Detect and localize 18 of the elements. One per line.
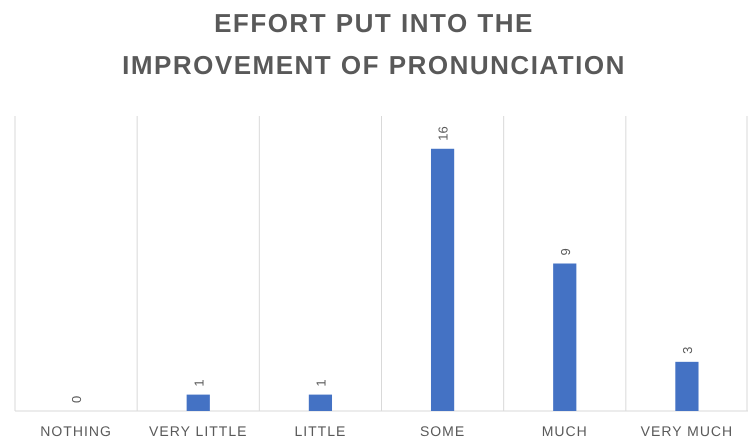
x-tick-label: MUCH [542, 423, 588, 439]
data-label: 1 [191, 379, 206, 387]
x-tick-label: SOME [420, 423, 466, 439]
x-tick-label: VERY LITTLE [149, 423, 248, 439]
data-label: 1 [313, 379, 328, 387]
x-tick-label: VERY MUCH [640, 423, 734, 439]
data-label: 16 [436, 126, 451, 141]
bar [430, 148, 454, 411]
chart-title: EFFORT PUT INTO THE IMPROVEMENT OF PRONUNCIATION [122, 8, 626, 80]
x-tick-label: LITTLE [294, 423, 346, 439]
x-tick-label: NOTHING [40, 423, 112, 439]
bar [553, 264, 576, 411]
bar [308, 394, 332, 411]
bar [186, 394, 210, 411]
data-label: 3 [680, 346, 695, 354]
data-label: 0 [69, 396, 84, 403]
data-label: 9 [558, 248, 573, 256]
bar [675, 362, 699, 411]
